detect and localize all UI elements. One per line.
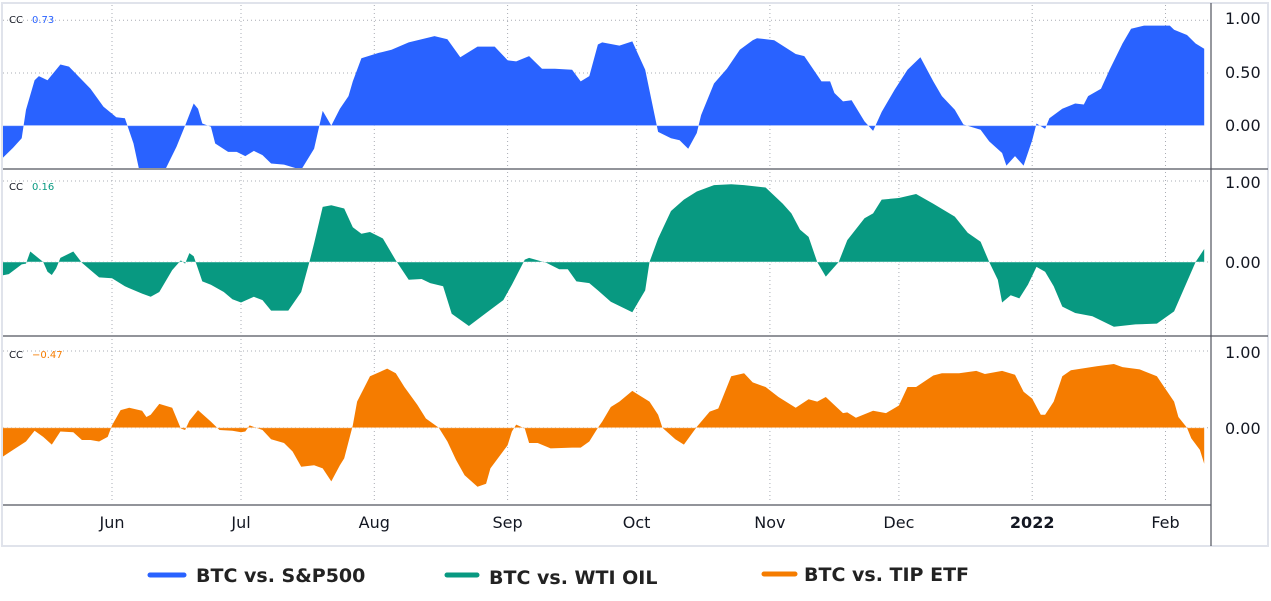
legend-label-tip: BTC vs. TIP ETF <box>804 564 969 586</box>
x-tick-label: Jun <box>99 513 125 532</box>
x-axis-labels: Jun Jul Aug Sep Oct Nov Dec 2022 Feb <box>99 513 1180 532</box>
series-3 <box>3 364 1205 487</box>
indicator-label: CC <box>9 182 23 193</box>
y-tick-label: 0.00 <box>1225 419 1261 438</box>
x-tick-label: Aug <box>359 513 390 532</box>
y-tick-label: 1.00 <box>1225 9 1261 28</box>
x-tick-label: Oct <box>623 513 651 532</box>
x-tick-label: Feb <box>1151 513 1179 532</box>
indicator-value: −0.47 <box>32 350 63 361</box>
legend: BTC vs. S&P500 BTC vs. WTI OIL BTC vs. T… <box>147 564 969 589</box>
series-area <box>3 25 1205 168</box>
series-1 <box>3 25 1205 168</box>
x-tick-label: Nov <box>754 513 785 532</box>
x-tick-label: Dec <box>883 513 914 532</box>
legend-label-sp500: BTC vs. S&P500 <box>196 565 365 587</box>
indicator-value: 0.73 <box>32 15 54 26</box>
legend-label-oil: BTC vs. WTI OIL <box>489 567 657 589</box>
x-tick-label: 2022 <box>1010 513 1055 532</box>
series-area <box>3 184 1205 327</box>
y-tick-label: 0.00 <box>1225 116 1261 135</box>
x-tick-label: Jul <box>230 513 250 532</box>
y-tick-label: 0.50 <box>1225 63 1261 82</box>
indicator-value: 0.16 <box>32 182 54 193</box>
series-2 <box>3 184 1205 327</box>
indicator-label: CC <box>9 15 23 26</box>
series-areas <box>3 25 1205 487</box>
series-area <box>3 364 1205 487</box>
y-tick-label: 0.00 <box>1225 253 1261 272</box>
x-tick-label: Sep <box>493 513 523 532</box>
y-tick-label: 1.00 <box>1225 343 1261 362</box>
y-tick-label: 1.00 <box>1225 173 1261 192</box>
indicator-label: CC <box>9 350 23 361</box>
